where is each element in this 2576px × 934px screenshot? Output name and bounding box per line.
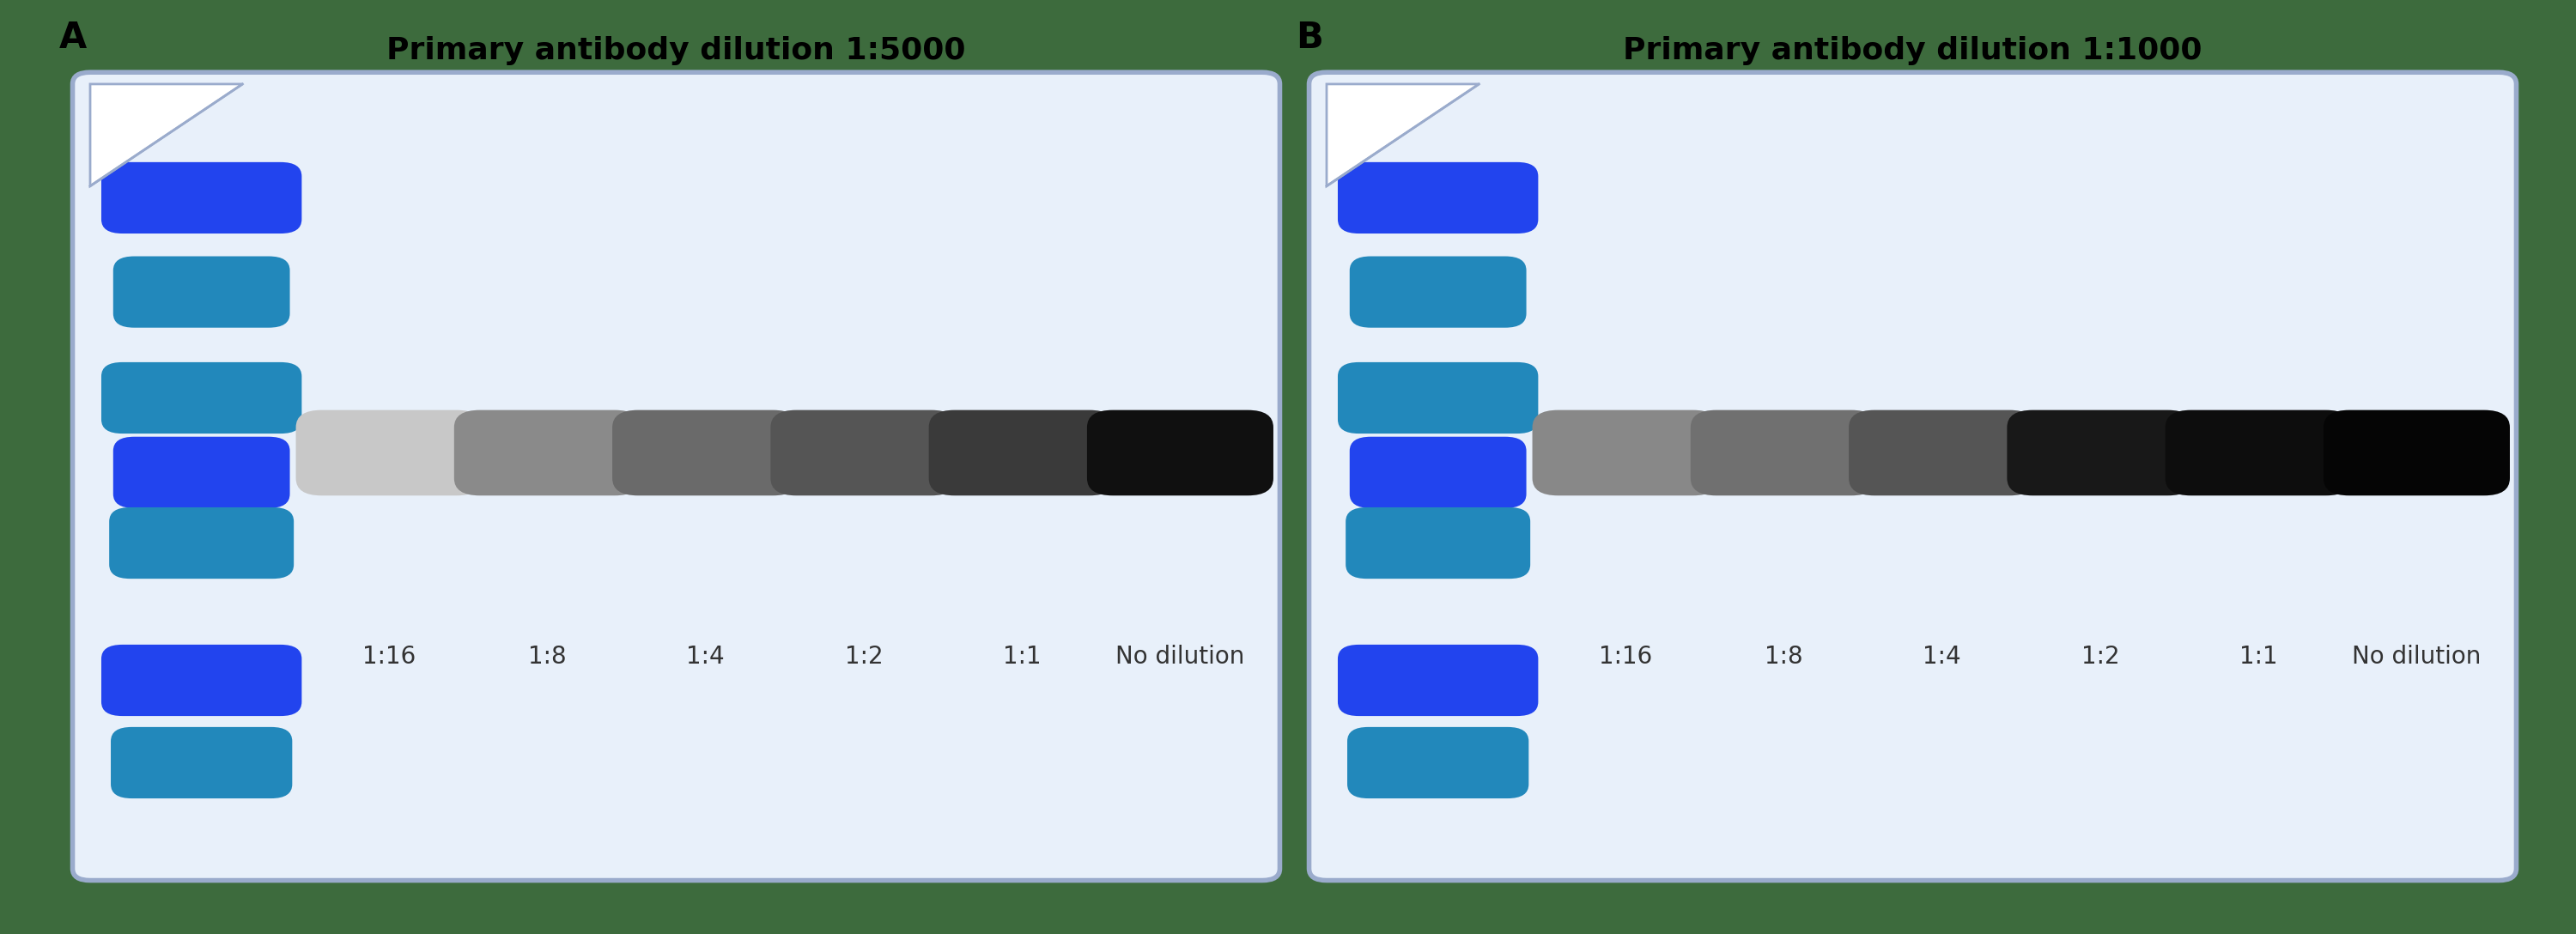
FancyBboxPatch shape bbox=[1337, 644, 1538, 716]
FancyBboxPatch shape bbox=[1850, 410, 2035, 496]
Polygon shape bbox=[1327, 84, 1479, 186]
FancyBboxPatch shape bbox=[1533, 410, 1718, 496]
FancyBboxPatch shape bbox=[100, 644, 301, 716]
FancyBboxPatch shape bbox=[113, 437, 291, 508]
Text: Primary antibody dilution 1:5000: Primary antibody dilution 1:5000 bbox=[386, 36, 966, 65]
Text: 1:2: 1:2 bbox=[2081, 644, 2120, 669]
FancyBboxPatch shape bbox=[296, 410, 482, 496]
FancyBboxPatch shape bbox=[113, 256, 291, 328]
Text: 1:8: 1:8 bbox=[528, 644, 567, 669]
FancyBboxPatch shape bbox=[1690, 410, 1878, 496]
FancyBboxPatch shape bbox=[770, 410, 956, 496]
Text: 1:4: 1:4 bbox=[1922, 644, 1960, 669]
Text: No dilution: No dilution bbox=[1115, 644, 1244, 669]
Text: 1:16: 1:16 bbox=[363, 644, 415, 669]
Text: No dilution: No dilution bbox=[2352, 644, 2481, 669]
FancyBboxPatch shape bbox=[2166, 410, 2352, 496]
Text: 1:4: 1:4 bbox=[685, 644, 724, 669]
Text: B: B bbox=[1296, 20, 1324, 56]
Text: A: A bbox=[59, 20, 88, 56]
FancyBboxPatch shape bbox=[100, 362, 301, 433]
FancyBboxPatch shape bbox=[100, 163, 301, 234]
Text: 1:1: 1:1 bbox=[1002, 644, 1041, 669]
FancyBboxPatch shape bbox=[108, 507, 294, 579]
FancyBboxPatch shape bbox=[72, 72, 1280, 881]
FancyBboxPatch shape bbox=[1337, 163, 1538, 234]
FancyBboxPatch shape bbox=[2007, 410, 2192, 496]
FancyBboxPatch shape bbox=[111, 727, 291, 799]
FancyBboxPatch shape bbox=[1337, 362, 1538, 433]
FancyBboxPatch shape bbox=[453, 410, 641, 496]
FancyBboxPatch shape bbox=[1309, 72, 2517, 881]
FancyBboxPatch shape bbox=[1087, 410, 1273, 496]
Text: Primary antibody dilution 1:1000: Primary antibody dilution 1:1000 bbox=[1623, 36, 2202, 65]
FancyBboxPatch shape bbox=[613, 410, 799, 496]
Text: 1:8: 1:8 bbox=[1765, 644, 1803, 669]
FancyBboxPatch shape bbox=[1350, 437, 1528, 508]
FancyBboxPatch shape bbox=[2324, 410, 2509, 496]
Text: 1:1: 1:1 bbox=[2239, 644, 2277, 669]
Text: 1:2: 1:2 bbox=[845, 644, 884, 669]
Text: 1:16: 1:16 bbox=[1600, 644, 1651, 669]
FancyBboxPatch shape bbox=[930, 410, 1115, 496]
FancyBboxPatch shape bbox=[1345, 507, 1530, 579]
Polygon shape bbox=[90, 84, 242, 186]
FancyBboxPatch shape bbox=[1347, 727, 1528, 799]
FancyBboxPatch shape bbox=[1350, 256, 1528, 328]
